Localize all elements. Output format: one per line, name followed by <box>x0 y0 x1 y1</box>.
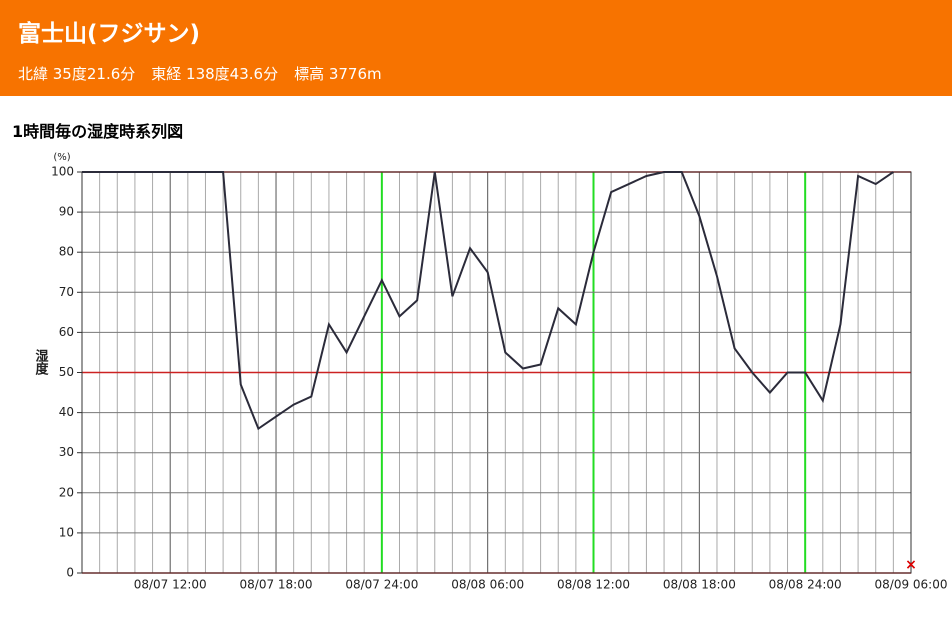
y-tick-label: 0 <box>66 566 74 580</box>
latitude: 北緯 35度21.6分 <box>18 65 136 83</box>
x-tick-label: 08/09 06:00 <box>875 578 948 592</box>
y-tick-label: 100 <box>51 165 74 179</box>
y-tick-label: 70 <box>59 285 74 299</box>
y-unit: (%) <box>53 152 70 163</box>
altitude: 標高 3776m <box>294 65 382 83</box>
humidity-line <box>82 171 894 431</box>
x-tick-label: 08/08 06:00 <box>451 578 524 592</box>
y-tick-label: 80 <box>59 245 74 259</box>
missing-marker: × <box>905 557 917 573</box>
y-tick-label: 10 <box>59 525 74 539</box>
y-tick-label: 60 <box>59 325 74 339</box>
header: 富士山(フジサン) 北緯 35度21.6分 東経 138度43.6分 標高 3776… <box>0 0 952 96</box>
chart-title: 1時間毎の湿度時系列図 <box>12 122 184 141</box>
plot-frame <box>81 171 912 574</box>
y-tick-label: 40 <box>59 405 74 419</box>
y-tick-label: 30 <box>59 445 74 459</box>
y-tick-label: 50 <box>59 365 74 379</box>
longitude: 東経 138度43.6分 <box>151 65 279 83</box>
y-tick-label: 90 <box>59 205 74 219</box>
location: 北緯 35度21.6分 東経 138度43.6分 標高 3776m <box>18 63 398 84</box>
x-tick-label: 08/08 24:00 <box>769 578 842 592</box>
x-tick-label: 08/07 12:00 <box>134 578 207 592</box>
y-tick-label: 20 <box>59 485 74 499</box>
title: 富士山(フジサン) <box>18 21 201 47</box>
x-tick-label: 08/08 18:00 <box>663 578 736 592</box>
y-label: 湿度 <box>33 349 49 376</box>
x-tick-label: 08/07 18:00 <box>240 578 313 592</box>
x-tick-label: 08/07 24:00 <box>345 578 418 592</box>
x-tick-label: 08/08 12:00 <box>557 578 630 592</box>
